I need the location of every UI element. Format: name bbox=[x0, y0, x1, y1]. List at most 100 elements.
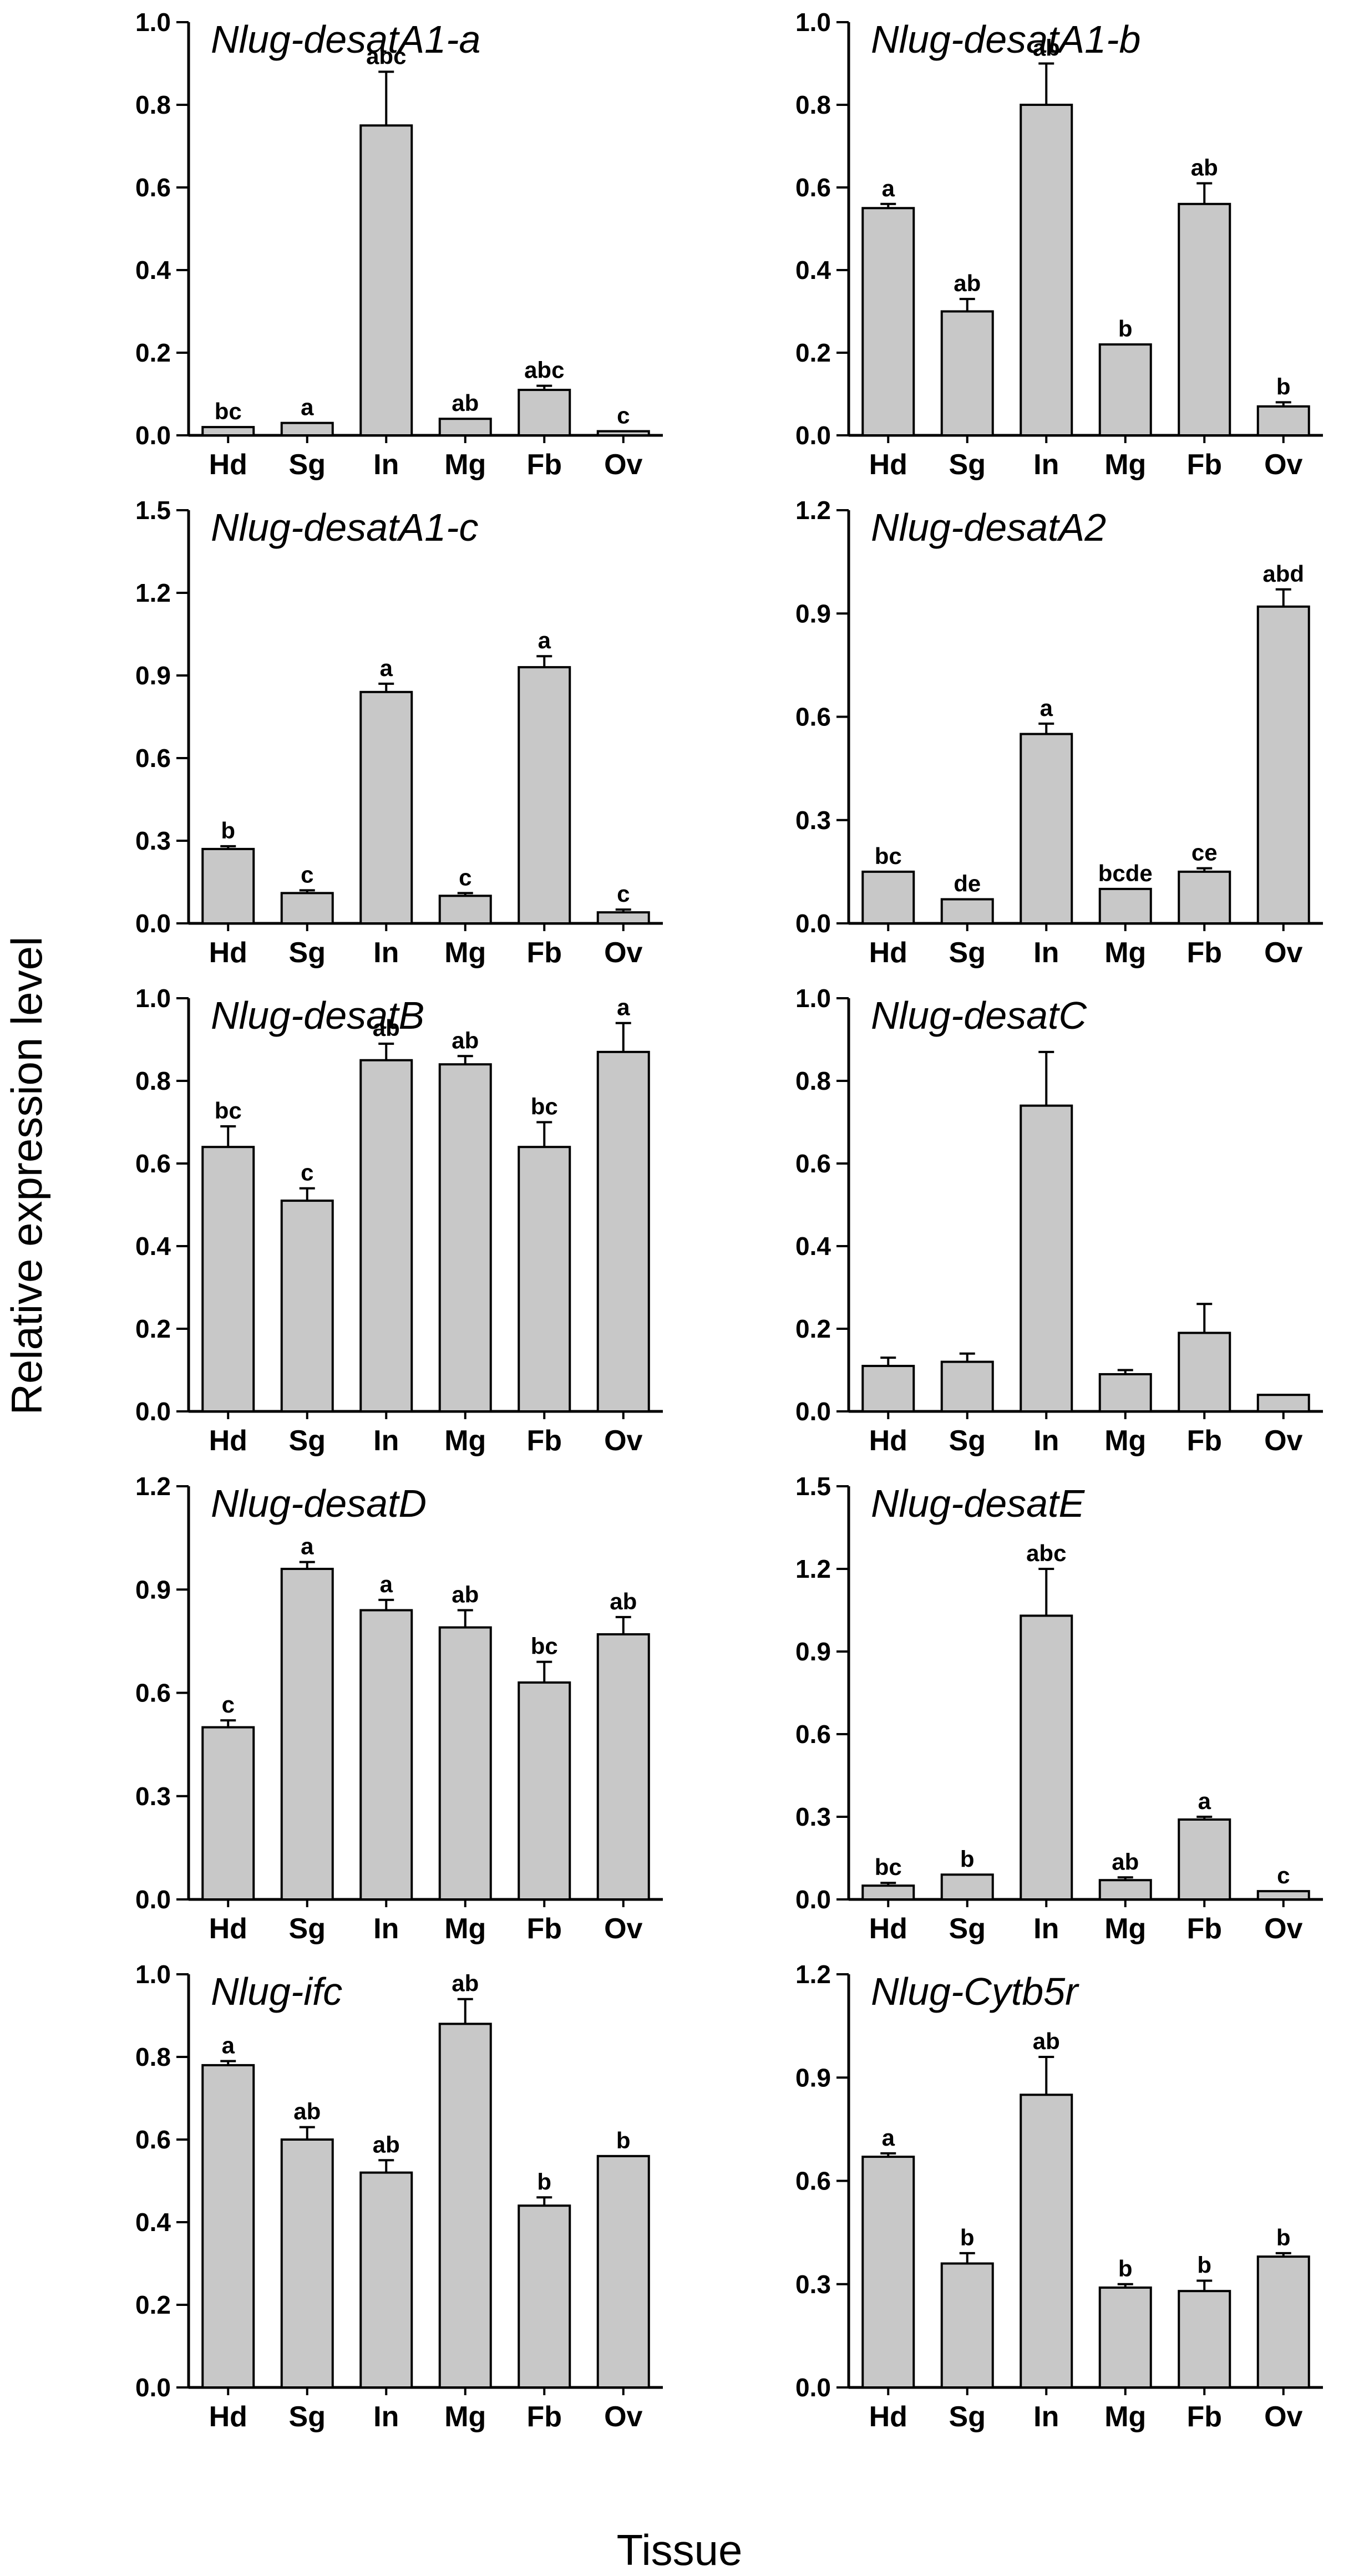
y-tick-label: 0.9 bbox=[135, 661, 171, 690]
bar bbox=[518, 1146, 571, 1413]
panel-title: Nlug-desatA1-c bbox=[211, 506, 478, 549]
significance-label: a bbox=[617, 994, 630, 1020]
bar bbox=[359, 1609, 413, 1901]
bar bbox=[1020, 1104, 1073, 1413]
bar bbox=[596, 1050, 650, 1413]
bar bbox=[438, 2023, 492, 2389]
significance-label: bc bbox=[875, 843, 902, 869]
bar bbox=[201, 1146, 255, 1413]
bar bbox=[1178, 2290, 1231, 2389]
y-tick-label: 0.0 bbox=[135, 1885, 171, 1914]
x-tick-label: Mg bbox=[444, 1425, 486, 1457]
bar bbox=[940, 1360, 994, 1413]
x-tick-label: Mg bbox=[1104, 449, 1146, 481]
significance-label: c bbox=[301, 861, 313, 887]
y-tick-label: 1.2 bbox=[135, 1472, 171, 1501]
y-tick-label: 0.6 bbox=[795, 703, 831, 731]
x-tick-label: Sg bbox=[289, 449, 326, 481]
bar bbox=[438, 1063, 492, 1413]
panel-title: Nlug-desatC bbox=[871, 994, 1087, 1037]
panel-title: Nlug-desatA2 bbox=[871, 506, 1106, 549]
y-tick-label: 0.0 bbox=[135, 2373, 171, 2402]
bar bbox=[1256, 1890, 1310, 1901]
x-tick-label: Hd bbox=[209, 1425, 247, 1457]
y-tick-label: 0.4 bbox=[135, 256, 171, 284]
bar bbox=[359, 2171, 413, 2389]
y-tick-label: 0.2 bbox=[135, 2290, 171, 2319]
y-tick-label: 0.6 bbox=[135, 1679, 171, 1708]
significance-label: b bbox=[221, 817, 235, 844]
y-tick-label: 0.0 bbox=[795, 1885, 831, 1914]
panel-title: Nlug-desatD bbox=[211, 1482, 427, 1525]
y-tick-label: 0.4 bbox=[795, 256, 831, 284]
y-tick-label: 0.0 bbox=[135, 909, 171, 938]
y-tick-label: 0.6 bbox=[135, 744, 171, 773]
significance-label: b bbox=[1197, 2252, 1211, 2278]
significance-label: ab bbox=[1112, 1848, 1139, 1874]
significance-label: abc bbox=[1026, 1540, 1066, 1566]
x-axis-title: Tissue bbox=[617, 2526, 743, 2573]
y-tick-label: 0.4 bbox=[135, 1232, 171, 1261]
bar bbox=[1256, 605, 1310, 925]
x-tick-label: Ov bbox=[604, 449, 642, 481]
x-tick-label: Hd bbox=[869, 2401, 907, 2433]
y-tick-label: 0.8 bbox=[135, 1066, 171, 1095]
y-tick-label: 0.9 bbox=[135, 1575, 171, 1604]
x-tick-label: Ov bbox=[604, 937, 642, 969]
y-tick-label: 0.6 bbox=[795, 2167, 831, 2196]
bar bbox=[940, 2262, 994, 2389]
x-tick-label: In bbox=[1033, 1425, 1059, 1457]
bar bbox=[861, 1884, 915, 1901]
significance-label: b bbox=[537, 2168, 551, 2194]
y-tick-label: 0.9 bbox=[795, 1637, 831, 1666]
x-tick-label: Fb bbox=[1186, 449, 1222, 481]
y-tick-label: 0.6 bbox=[135, 2125, 171, 2154]
significance-label: bc bbox=[531, 1094, 558, 1120]
x-tick-label: Sg bbox=[949, 937, 986, 969]
bar bbox=[861, 870, 915, 924]
y-tick-label: 1.0 bbox=[135, 1960, 171, 1989]
x-tick-label: Mg bbox=[444, 449, 486, 481]
significance-label: a bbox=[301, 1533, 314, 1559]
significance-label: ce bbox=[1191, 840, 1218, 866]
bar bbox=[1020, 104, 1073, 436]
y-tick-label: 1.5 bbox=[795, 1472, 831, 1501]
y-tick-label: 1.2 bbox=[795, 1960, 831, 1989]
x-tick-label: Ov bbox=[604, 1425, 642, 1457]
x-tick-label: In bbox=[373, 1913, 399, 1945]
bar bbox=[1178, 1332, 1231, 1413]
x-tick-label: Fb bbox=[526, 2401, 562, 2433]
significance-label: c bbox=[617, 881, 630, 907]
significance-label: ab bbox=[610, 1588, 637, 1614]
x-tick-label: Fb bbox=[526, 449, 562, 481]
x-tick-label: Mg bbox=[1104, 2401, 1146, 2433]
significance-label: b bbox=[1276, 373, 1291, 399]
significance-label: b bbox=[616, 2127, 631, 2153]
significance-label: bc bbox=[215, 398, 242, 424]
significance-label: a bbox=[380, 1571, 393, 1597]
bar bbox=[280, 421, 334, 437]
y-tick-label: 0.6 bbox=[795, 1720, 831, 1749]
significance-label: a bbox=[380, 655, 393, 681]
bar bbox=[201, 847, 255, 925]
bar bbox=[861, 207, 915, 436]
bar bbox=[596, 430, 650, 436]
y-tick-label: 0.3 bbox=[795, 806, 831, 835]
y-tick-label: 0.6 bbox=[135, 1149, 171, 1178]
significance-label: a bbox=[1198, 1788, 1211, 1814]
significance-label: b bbox=[960, 1846, 975, 1872]
bar bbox=[1178, 1818, 1231, 1901]
y-tick-label: 0.2 bbox=[135, 1314, 171, 1343]
bar bbox=[596, 911, 650, 924]
bar bbox=[201, 2064, 255, 2389]
bar bbox=[1098, 2286, 1152, 2389]
significance-label: a bbox=[882, 175, 895, 201]
bar bbox=[359, 1059, 413, 1413]
y-tick-label: 1.5 bbox=[135, 496, 171, 525]
y-tick-label: 0.9 bbox=[795, 599, 831, 628]
significance-label: a bbox=[538, 627, 551, 653]
x-tick-label: Sg bbox=[289, 937, 326, 969]
significance-label: bc bbox=[875, 1854, 902, 1880]
x-tick-label: Sg bbox=[289, 1425, 326, 1457]
significance-label: ab bbox=[452, 1970, 479, 1996]
